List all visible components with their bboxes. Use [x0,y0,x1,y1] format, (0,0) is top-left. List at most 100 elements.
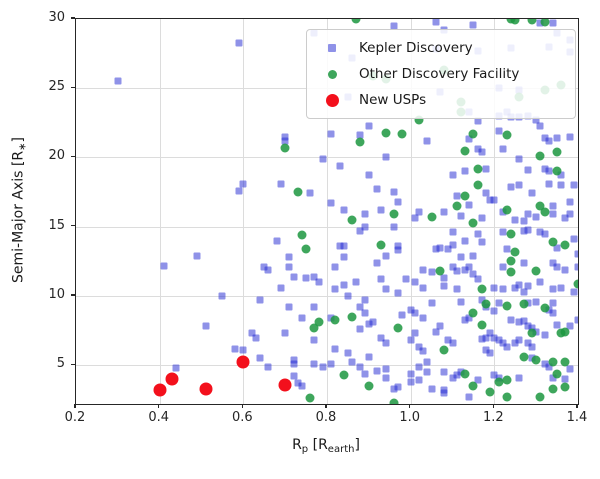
legend-label: Kepler Discovery [359,40,473,56]
data-point-kepler-discovery [549,285,557,293]
data-point-kepler-discovery [340,281,348,289]
data-point-kepler-discovery [361,309,369,317]
data-point-kepler-discovery [545,167,553,175]
data-point-kepler-discovery [486,196,494,204]
data-point-kepler-discovery [469,270,477,278]
data-point-other-discovery-facility [548,384,558,394]
data-point-kepler-discovery [549,19,557,27]
data-point-kepler-discovery [235,39,243,47]
data-point-kepler-discovery [515,318,523,326]
data-point-kepler-discovery [549,202,557,210]
data-point-kepler-discovery [474,117,482,125]
data-point-kepler-discovery [336,242,344,250]
data-point-kepler-discovery [453,192,461,200]
data-point-kepler-discovery [553,134,561,142]
data-point-other-discovery-facility [527,328,537,338]
data-point-kepler-discovery [382,339,390,347]
data-point-kepler-discovery [331,345,339,353]
data-point-kepler-discovery [495,127,503,135]
data-point-other-discovery-facility [393,323,403,333]
y-axis-label-subscript: ∗ [17,142,29,151]
data-point-kepler-discovery [419,284,427,292]
data-point-other-discovery-facility [506,267,516,277]
y-axis-label-close: ] [10,137,27,143]
data-point-kepler-discovery [503,245,511,253]
data-point-kepler-discovery [172,364,180,372]
data-point-other-discovery-facility [473,164,483,174]
data-point-kepler-discovery [561,214,569,222]
data-point-kepler-discovery [541,165,549,173]
data-point-kepler-discovery [574,250,578,258]
data-point-other-discovery-facility [376,240,386,250]
data-point-kepler-discovery [490,371,498,379]
data-point-kepler-discovery [474,230,482,238]
data-point-other-discovery-facility [427,212,437,222]
data-point-other-discovery-facility [548,357,558,367]
data-point-kepler-discovery [440,282,448,290]
y-tick-mark [71,86,75,88]
data-point-kepler-discovery [281,137,289,145]
data-point-kepler-discovery [553,321,561,329]
data-point-kepler-discovery [465,263,473,271]
data-point-kepler-discovery [415,376,423,384]
data-point-kepler-discovery [478,335,486,343]
data-point-kepler-discovery [290,360,298,368]
data-point-kepler-discovery [570,181,578,189]
data-point-kepler-discovery [453,267,461,275]
data-point-kepler-discovery [423,368,431,376]
data-point-kepler-discovery [248,329,256,337]
data-point-kepler-discovery [486,349,494,357]
data-point-kepler-discovery [549,309,557,317]
data-point-other-discovery-facility [347,312,357,322]
data-point-kepler-discovery [449,241,456,249]
legend-marker-cell [315,69,349,79]
data-point-kepler-discovery [411,214,419,222]
data-point-kepler-discovery [465,314,473,322]
data-point-kepler-discovery [440,368,448,376]
legend-marker-circle-icon [327,69,337,79]
data-point-kepler-discovery [570,235,578,243]
data-point-kepler-discovery [503,343,511,351]
data-point-kepler-discovery [331,285,339,293]
data-point-other-discovery-facility [573,279,578,288]
data-point-other-discovery-facility [494,377,504,387]
data-point-kepler-discovery [524,166,532,174]
data-point-kepler-discovery [499,339,507,347]
data-point-kepler-discovery [444,336,452,344]
data-point-kepler-discovery [340,206,348,214]
data-point-other-discovery-facility [351,19,361,24]
data-point-kepler-discovery [344,349,352,357]
gridline-vertical [410,19,412,404]
data-point-kepler-discovery [461,266,469,274]
data-point-kepler-discovery [407,336,415,344]
data-point-kepler-discovery [536,278,544,286]
data-point-other-discovery-facility [540,207,550,216]
data-point-other-discovery-facility [502,130,512,140]
y-tick-label: 15 [48,217,65,233]
legend-marker-cell [315,93,349,107]
data-point-kepler-discovery [260,263,268,271]
data-point-kepler-discovery [440,389,448,397]
legend-item: Kepler Discovery [315,35,563,61]
data-point-kepler-discovery [520,227,528,235]
data-point-kepler-discovery [394,289,402,297]
data-point-kepler-discovery [561,266,569,274]
x-tick-label: 0.2 [64,410,86,425]
data-point-kepler-discovery [524,226,532,233]
data-point-other-discovery-facility [397,129,407,139]
data-point-kepler-discovery [382,365,390,373]
data-point-kepler-discovery [428,299,436,307]
data-point-kepler-discovery [361,223,369,231]
y-tick-mark [71,155,75,158]
data-point-kepler-discovery [545,180,553,188]
data-point-kepler-discovery [461,167,469,175]
data-point-kepler-discovery [566,198,574,206]
data-point-kepler-discovery [315,278,323,286]
y-tick-label: 25 [48,79,65,95]
data-point-kepler-discovery [515,181,523,189]
data-point-kepler-discovery [331,263,339,271]
data-point-other-discovery-facility [293,187,303,197]
data-point-kepler-discovery [361,296,369,304]
data-point-kepler-discovery [310,273,318,281]
data-point-kepler-discovery [239,346,247,354]
